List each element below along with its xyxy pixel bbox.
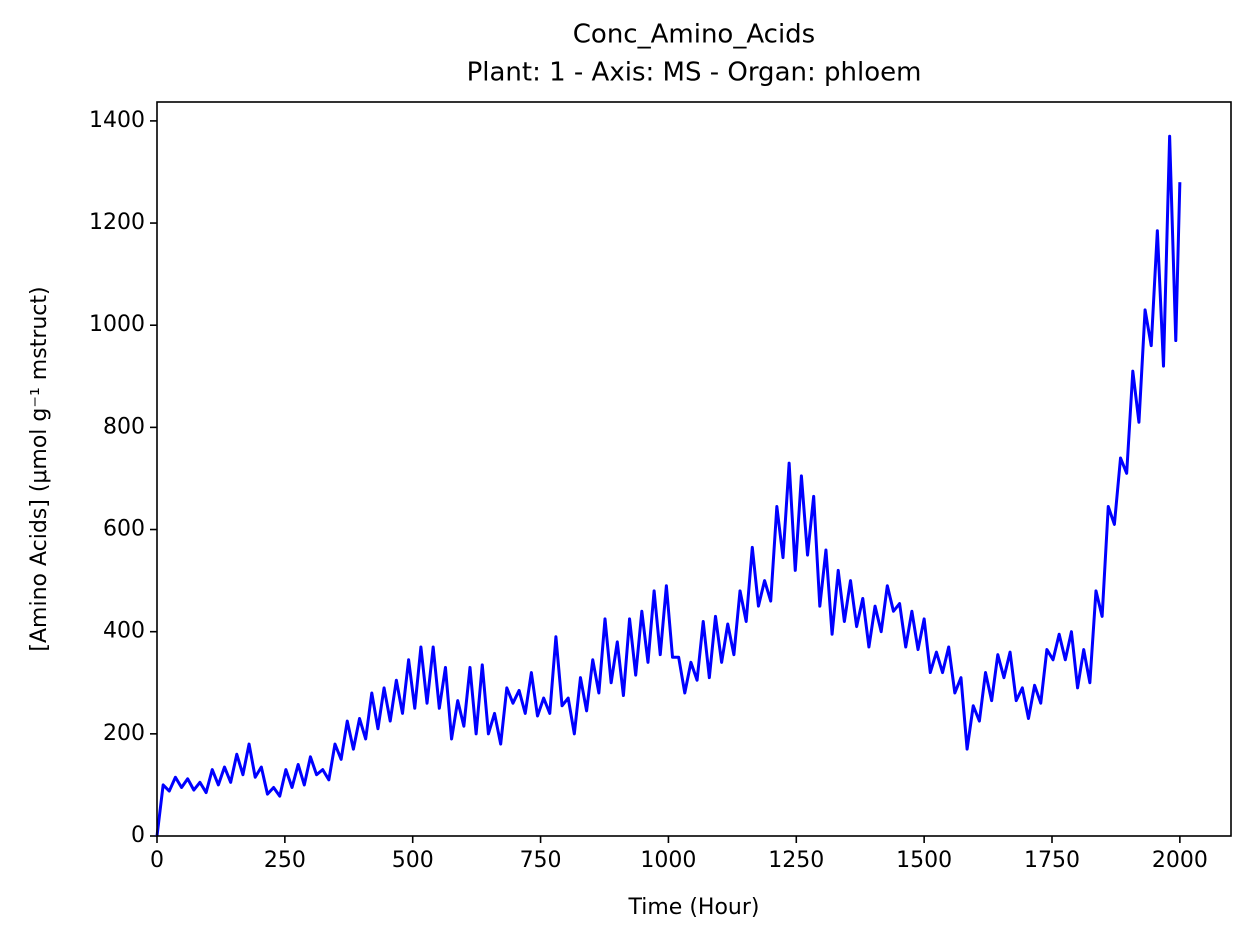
data-line: [155, 134, 1182, 837]
y-tick-label: 1200: [89, 210, 145, 235]
x-tick-label: 0: [150, 848, 164, 873]
x-tick-label: 1000: [640, 848, 696, 873]
y-tick-label: 1400: [89, 108, 145, 133]
x-tick-label: 1250: [768, 848, 824, 873]
x-tick-label: 500: [392, 848, 434, 873]
chart-title: Conc_Amino_Acids: [573, 20, 815, 50]
y-tick-label: 200: [103, 721, 145, 746]
plot-frame: [156, 101, 1232, 837]
x-tick-label: 250: [264, 848, 306, 873]
y-tick-label: 1000: [89, 312, 145, 337]
x-tick-label: 750: [520, 848, 562, 873]
x-tick-label: 1750: [1024, 848, 1080, 873]
y-tick-label: 800: [103, 414, 145, 439]
x-tick-label: 2000: [1152, 848, 1208, 873]
x-axis-label: Time (Hour): [628, 895, 760, 920]
y-tick-label: 600: [103, 517, 145, 542]
y-axis-label: [Amino Acids] (μmol g⁻¹ mstruct): [27, 286, 52, 651]
chart-subtitle: Plant: 1 - Axis: MS - Organ: phloem: [467, 58, 922, 88]
y-tick-label: 400: [103, 619, 145, 644]
x-tick-label: 1500: [896, 848, 952, 873]
y-tick-label: 0: [131, 823, 145, 848]
